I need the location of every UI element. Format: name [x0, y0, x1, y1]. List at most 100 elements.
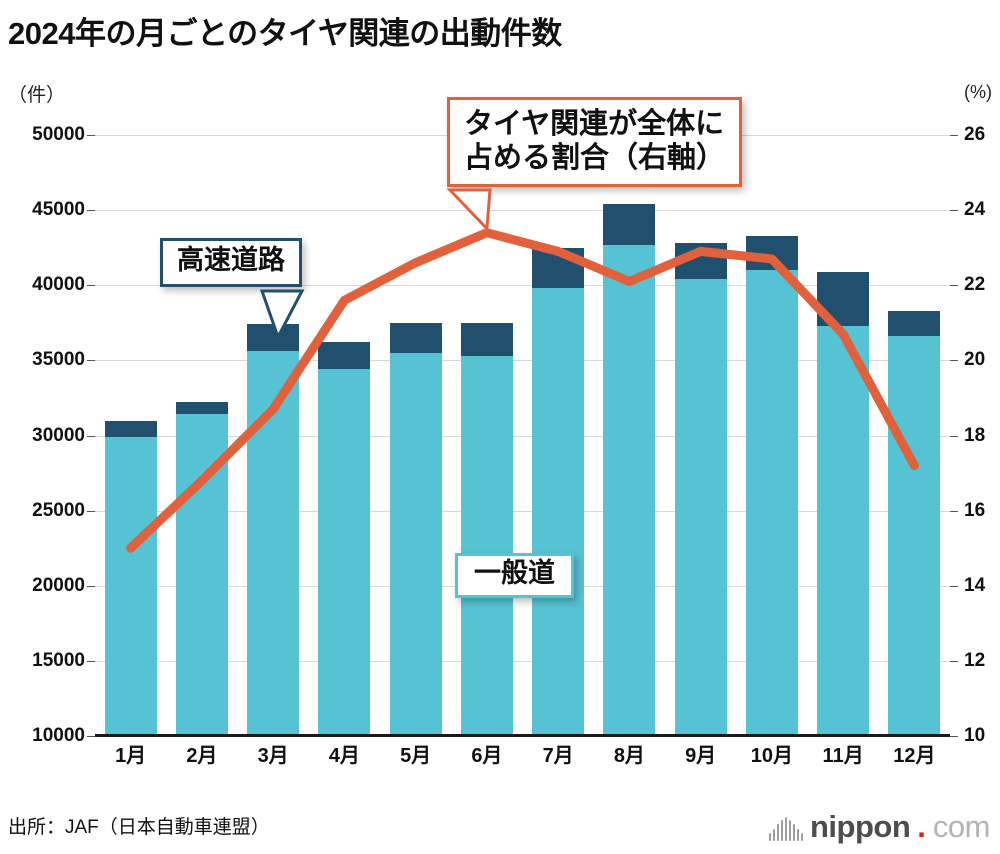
x-axis-tick-label: 12月 [893, 745, 936, 767]
right-axis-tickmark [950, 736, 958, 737]
x-axis-tick-label: 9月 [685, 745, 717, 767]
callout-highway-label: 高速道路 [160, 238, 302, 287]
bar-segment-highway [888, 310, 941, 337]
bar-segment-general-road [888, 336, 941, 736]
left-axis-tickmark [87, 510, 95, 512]
bar-column [888, 310, 941, 736]
bar-column [674, 243, 727, 736]
bar-segment-highway [745, 235, 798, 271]
nippon-com-logo[interactable]: nippon. com [769, 809, 991, 844]
page-title: 2024年の月ごとのタイヤ関連の出動件数 [8, 16, 562, 51]
left-axis-unit-label: （件） [8, 85, 66, 106]
bar-column [460, 322, 513, 736]
right-axis-tickmark [950, 585, 958, 587]
right-axis-tick-label: 16 [964, 499, 986, 521]
left-axis-tick-label: 45000 [32, 199, 85, 221]
bar-segment-general-road [674, 279, 727, 736]
bar-segment-highway [389, 322, 442, 353]
left-axis-tickmark [87, 210, 95, 212]
x-axis-tick-label: 10月 [750, 745, 793, 767]
left-axis-tick-label: 40000 [32, 274, 85, 296]
callout-general-road-label: 一般道 [455, 553, 574, 598]
bar-segment-general-road [175, 414, 228, 736]
right-axis-tickmark [950, 210, 958, 212]
bar-segment-highway [603, 204, 656, 245]
left-axis-tick-label: 10000 [32, 725, 85, 746]
bar-segment-general-road [247, 351, 300, 736]
bar-column [817, 271, 870, 736]
bar-column [175, 402, 228, 736]
gridline [95, 210, 950, 212]
bar-segment-highway [318, 342, 371, 370]
left-axis-tickmark [87, 435, 95, 437]
bar-segment-highway [175, 402, 228, 415]
right-axis-tick-label: 20 [964, 349, 986, 371]
bar-segment-highway [532, 247, 585, 289]
bar-segment-general-road [389, 352, 442, 736]
x-axis-tick-label: 2月 [186, 745, 218, 767]
left-axis-tick-label: 35000 [32, 349, 85, 371]
bar-column [532, 247, 585, 736]
right-axis-unit-label: (%) [964, 82, 992, 102]
right-axis-tick-label: 26 [964, 124, 986, 145]
logo-name: nippon [810, 809, 911, 844]
right-axis-tickmark [950, 135, 958, 136]
logo-dot: . [917, 809, 926, 844]
bar-column [247, 324, 300, 736]
callout-ratio-label: タイヤ関連が全体に 占める割合（右軸） [447, 97, 743, 188]
left-axis-tick-label: 20000 [32, 574, 85, 596]
x-axis-tick-label: 5月 [400, 745, 432, 767]
x-axis-tick-label: 7月 [542, 745, 574, 767]
bar-segment-highway [674, 243, 727, 280]
right-axis-tick-label: 14 [964, 574, 986, 596]
gridline [95, 660, 950, 662]
bar-segment-general-road [817, 325, 870, 736]
bar-column [389, 322, 442, 736]
x-axis-tick-label: 8月 [613, 745, 645, 767]
right-axis-tick-label: 12 [964, 649, 986, 671]
bar-segment-general-road [104, 437, 157, 736]
bar-segment-highway [247, 324, 300, 352]
left-axis-tickmark [87, 360, 95, 362]
left-axis-tick-label: 15000 [32, 649, 85, 671]
x-axis-tick-label: 3月 [257, 745, 289, 767]
bar-column [603, 204, 656, 736]
right-axis-tickmark [950, 435, 958, 437]
right-axis-tickmark [950, 360, 958, 362]
x-axis-tick-label: 11月 [822, 745, 864, 767]
bar-column [745, 235, 798, 736]
right-axis-tick-label: 22 [964, 274, 986, 296]
right-axis-tickmark [950, 285, 958, 287]
left-axis-tickmark [87, 736, 95, 737]
logo-tld: com [932, 809, 991, 844]
bar-segment-highway [460, 322, 513, 356]
x-axis-baseline [95, 734, 950, 737]
bar-segment-highway [817, 271, 870, 326]
right-axis-tick-label: 10 [964, 725, 986, 746]
right-axis-tickmark [950, 660, 958, 662]
left-axis-tickmark [87, 660, 95, 662]
bar-segment-general-road [460, 355, 513, 736]
left-axis-tick-label: 50000 [32, 124, 85, 145]
bar-segment-general-road [745, 270, 798, 736]
bar-segment-general-road [318, 369, 371, 736]
bar-segment-general-road [603, 244, 656, 736]
left-axis-tick-label: 25000 [32, 499, 85, 521]
bar-segment-general-road [532, 288, 585, 736]
left-axis-tickmark [87, 285, 95, 287]
bar-segment-highway [104, 420, 157, 438]
left-axis-tickmark [87, 135, 95, 136]
x-axis-tick-label: 1月 [115, 745, 147, 767]
source-note: 出所：JAF（日本自動車連盟） [8, 817, 270, 838]
chart-plot-area: 50000 45000 40000 35000 30000 25000 20000 15000… [32, 124, 985, 767]
x-axis-tick-label: 4月 [328, 745, 360, 767]
bar-column [104, 420, 157, 736]
right-axis-tick-label: 18 [964, 424, 986, 446]
right-axis-tickmark [950, 510, 958, 512]
right-axis-tick-label: 24 [964, 199, 986, 221]
left-axis-tickmark [87, 585, 95, 587]
x-axis-tick-label: 6月 [471, 745, 503, 767]
left-axis-tick-label: 30000 [32, 424, 85, 446]
equalizer-icon [769, 817, 803, 842]
bar-column [318, 342, 371, 736]
